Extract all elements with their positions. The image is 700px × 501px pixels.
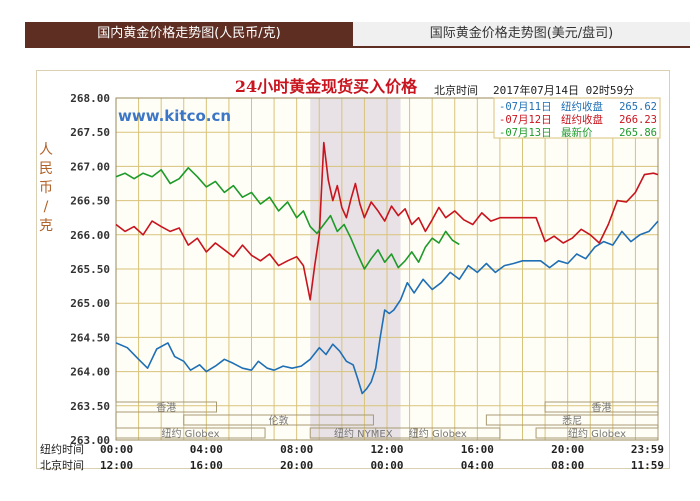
gold-price-chart: 268.00 267.50 267.00 266.50 266.00 265.50 265.… (36, 70, 670, 495)
y-axis-label-char: / (44, 199, 49, 215)
chart-svg: 268.00 267.50 267.00 266.50 266.00 265.50 265.… (36, 70, 670, 472)
y-tick-label: 265.00 (70, 297, 110, 310)
y-tick-label: 263.00 (70, 434, 110, 447)
market-session-box (115, 427, 266, 439)
x-tick-label: 00:00 (370, 459, 403, 472)
y-axis-label-char: 民 (39, 161, 53, 177)
tab-domestic-gold[interactable]: 国内黄金价格走势图(人民币/克) (25, 22, 353, 46)
tab-international-gold[interactable]: 国际黄金价格走势图(美元/盘司) (353, 22, 690, 46)
x-tick-label: 12:00 (370, 443, 403, 456)
series-line (115, 141, 659, 301)
market-session-label: 悉尼 (562, 415, 582, 427)
timestamp-label: 北京时间 (434, 83, 478, 97)
market-session-box (485, 414, 659, 426)
market-session-label: 纽约 Globex (161, 427, 219, 440)
x-tick-label: 23:59 (631, 443, 664, 456)
tab-underline (25, 46, 690, 48)
market-session-label: 纽约 NYMEX (334, 427, 393, 440)
y-tick-label: 266.00 (70, 229, 110, 242)
y-tick-label: 266.50 (70, 195, 110, 208)
y-axis-label-char: 币 (39, 180, 53, 196)
legend-date: -07月12日 (499, 114, 552, 126)
y-axis-label-char: 克 (39, 218, 53, 234)
legend-date: -07月13日 (499, 127, 552, 139)
legend-date: -07月11日 (499, 101, 552, 113)
legend-kind: 最新价 (561, 126, 593, 139)
market-session-box (375, 427, 501, 439)
y-tick-label: 267.00 (70, 160, 110, 173)
watermark-text: www.kitco.cn (118, 107, 231, 125)
y-tick-label: 268.00 (70, 92, 110, 105)
y-tick-label: 264.00 (70, 366, 110, 379)
market-session-label: 香港 (156, 402, 176, 414)
x-tick-label: 08:00 (280, 443, 313, 456)
x-tick-label: 08:00 (551, 459, 584, 472)
y-axis-label-char: 人 (39, 142, 53, 158)
series-line (115, 220, 659, 395)
legend-kind: 纽约收盘 (561, 100, 603, 113)
legend-value: 265.62 (619, 101, 657, 113)
legend-value: 266.23 (619, 114, 657, 126)
timestamp-value: 2017年07月14日 02时59分 (493, 83, 634, 97)
y-tick-label: 263.50 (70, 400, 110, 413)
legend-box (493, 97, 661, 139)
y-tick-label: 267.50 (70, 126, 110, 139)
x-tick-label: 04:00 (190, 443, 223, 456)
x-tick-label: 16:00 (190, 459, 223, 472)
market-session-label: 伦敦 (269, 414, 289, 427)
legend-value: 265.86 (619, 127, 657, 139)
y-tick-label: 265.50 (70, 263, 110, 276)
market-session-box (535, 427, 659, 439)
market-session-label: 纽约 Globex (409, 427, 467, 440)
market-session-box (309, 427, 417, 439)
legend-kind: 纽约收盘 (561, 113, 603, 126)
x-tick-label: 00:00 (100, 443, 133, 456)
y-tick-label: 264.50 (70, 331, 110, 344)
x-row-label: 北京时间 (40, 458, 84, 472)
x-row-label: 纽约时间 (40, 442, 84, 456)
market-session-box (544, 401, 659, 413)
market-session-box (115, 401, 217, 413)
x-tick-label: 04:00 (461, 459, 494, 472)
x-tick-label: 20:00 (551, 443, 584, 456)
series-line (115, 167, 460, 270)
x-tick-label: 11:59 (631, 459, 664, 472)
x-tick-label: 20:00 (280, 459, 313, 472)
market-session-label: 纽约 Globex (568, 427, 626, 440)
plot-border (115, 97, 659, 441)
market-session-label: 香港 (592, 402, 612, 414)
chart-title: 24小时黄金现货买入价格 (235, 77, 418, 96)
market-session-box (183, 414, 374, 426)
x-tick-label: 16:00 (461, 443, 494, 456)
x-tick-label: 12:00 (100, 459, 133, 472)
